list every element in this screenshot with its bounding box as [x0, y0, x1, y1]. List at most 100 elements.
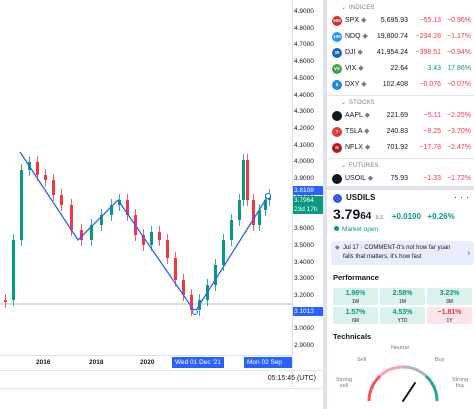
watchlist-row-usoil[interactable]: USOIL ◆ 75.93 −1.33 −1.72% [327, 171, 474, 187]
candle [52, 180, 55, 195]
quote: 3.7964 ILS +0.0100 +0.26% [327, 206, 474, 226]
candle [166, 240, 169, 258]
candle [150, 232, 153, 245]
gauge-svg [367, 365, 439, 402]
symbol-header: USDILS ··· [327, 190, 474, 206]
x-highlight-start: Wed 01 Dec '21 [172, 357, 224, 368]
y-axis-label: 4.6000 [294, 58, 314, 66]
symbol-logo-icon [332, 111, 342, 121]
symbol-label: DJI ◆ [345, 49, 363, 56]
indices-section-title[interactable]: ⌄ INDICES [341, 5, 375, 11]
candle [80, 230, 83, 240]
performance-cell-1m[interactable]: 2.58% 1M [380, 288, 425, 305]
symbol-label: DXY ◆ [345, 81, 367, 88]
watchlist-row-spx[interactable]: 500 SPX ◆ 5,695.93 −55.13 −0.96% [327, 13, 474, 29]
y-axis-label: 3.3000 [294, 275, 314, 283]
last-value: 75.93 [390, 175, 408, 182]
last-value: 41,954.24 [376, 49, 408, 56]
symbol-label: AAPL ◆ [345, 112, 370, 119]
candle [60, 195, 63, 205]
symbol-label: NFLX ◆ [345, 144, 371, 151]
last-value: 19,800.74 [376, 33, 408, 40]
performance-cell-6m[interactable]: 1.57% 6M [333, 307, 378, 324]
candle [238, 200, 241, 220]
news-headline[interactable]: ◆ Jul 17 · COMMENT-It's not how far yuan… [331, 241, 474, 265]
change-percent: −2.47% [447, 144, 471, 151]
candle [222, 240, 225, 265]
price-axis[interactable]: 4.9000 4.8000 4.7000 4.6000 4.5000 4.4000 4.30… [292, 0, 323, 387]
y-axis-label: 3.2000 [294, 291, 314, 299]
performance-value: 1.57% [345, 309, 366, 316]
candle [252, 200, 255, 225]
last-price: 3.7964 [333, 206, 372, 222]
performance-grid: 1.96% 1W 2.58% 1M 3.23% 3M 1.57% 6M 4.53% YTD −1.8… [327, 284, 474, 324]
last-value: 22.64 [390, 65, 408, 72]
performance-cell-1y[interactable]: −1.81% 1Y [427, 307, 472, 324]
performance-cell-ytd[interactable]: 4.53% YTD [380, 307, 425, 324]
change-value: −5.11 [423, 112, 441, 119]
candle [36, 162, 39, 175]
candle [258, 210, 261, 225]
x-label-2020: 2020 [140, 359, 155, 366]
x-highlight-end: Mon 02 Sep '24 [244, 357, 292, 377]
change-percent: −1.17% [447, 33, 471, 40]
market-status: Market open [327, 226, 474, 237]
y-axis-label: 4.4000 [294, 91, 314, 99]
price-tag: 3.8108 [293, 186, 323, 195]
price-chart[interactable]: 4.9000 4.8000 4.7000 4.6000 4.5000 4.4000 4.30… [0, 0, 323, 389]
y-axis-label: 3.6000 [294, 225, 314, 233]
change-value: −398.51 [415, 49, 442, 56]
change-value: −9.25 [423, 128, 441, 135]
time-bar: 05:15:45 (UTC) [0, 370, 322, 387]
price-tag: 23d 17h [293, 205, 323, 214]
watchlist-row-dji[interactable]: 30 DJI ◆ 41,954.24 −398.51 −0.94% [327, 45, 474, 61]
symbol-logo-icon: 100 [332, 32, 342, 42]
stocks-list: AAPL ◆ 221.69 −5.11 −2.25% T TSLA ◆ 240.83 −9.2… [327, 108, 474, 156]
candle [158, 232, 161, 240]
watchlist-row-aapl[interactable]: AAPL ◆ 221.69 −5.11 −2.25% [327, 108, 474, 124]
change-value: −55.13 [419, 17, 441, 24]
performance-cell-3m[interactable]: 3.23% 3M [427, 288, 472, 305]
performance-value: 3.23% [439, 290, 460, 297]
watchlist-row-nflx[interactable]: N NFLX ◆ 701.92 −17.78 −2.47% [327, 140, 474, 156]
stocks-section-title[interactable]: ⌄ STOCKS [341, 100, 375, 106]
candle [126, 200, 129, 215]
y-axis-label: 3.9000 [294, 175, 314, 182]
symbol-name[interactable]: USDILS [346, 193, 376, 202]
performance-cell-1w[interactable]: 1.96% 1W [333, 288, 378, 305]
y-axis-label: 4.3000 [294, 108, 314, 116]
y-axis-label: 4.9000 [294, 8, 314, 15]
symbol-logo-icon: T [332, 127, 342, 137]
candle [20, 170, 23, 240]
performance-period: 3M [446, 299, 453, 305]
price-tag: 3.1013 [293, 307, 323, 316]
watchlist-row-tsla[interactable]: T TSLA ◆ 240.83 −9.25 −3.70% [327, 124, 474, 140]
technicals-gauge[interactable]: Neutral Sell Buy Strong sell Strong buy [327, 343, 474, 403]
chevron-down-icon: ⌄ [341, 100, 347, 106]
technicals-title[interactable]: Technicals [333, 332, 372, 341]
y-axis-label: 4.5000 [294, 74, 314, 82]
utc-clock[interactable]: 05:15:45 (UTC) [267, 375, 316, 382]
watchlist-row-dxy[interactable]: $ DXY ◆ 102.408 −0.076 −0.07% [327, 77, 474, 93]
candle [90, 225, 93, 240]
watchlist-row-vix[interactable]: VX VIX ◆ 22.64 3.43 17.86% [327, 61, 474, 77]
futures-section-title[interactable]: ⌄ FUTURES [341, 163, 379, 169]
watchlist-row-ndq[interactable]: 100 NDQ ◆ 19,800.74 −234.28 −1.17% [327, 29, 474, 45]
indices-list: 500 SPX ◆ 5,695.93 −55.13 −0.96% 100 NDQ ◆ 19,8… [327, 13, 474, 93]
candle [182, 280, 185, 295]
chart-canvas[interactable] [0, 0, 292, 355]
gauge-sell-label: Sell [357, 357, 367, 363]
flag-icon [333, 194, 342, 203]
trendline-anchor [192, 309, 198, 315]
symbol-label: NDQ ◆ [345, 33, 368, 40]
change-percent: −1.72% [447, 175, 471, 182]
more-options-icon[interactable]: ··· [454, 192, 472, 202]
performance-period: YTD [397, 318, 408, 324]
performance-period: 1Y [446, 318, 453, 324]
time-axis[interactable]: 2016 2018 2020 Wed 01 Dec '21 Mon 02 Sep… [0, 355, 292, 377]
change-value: −1.33 [423, 175, 441, 182]
candle [264, 200, 267, 210]
y-axis-label: 4.8000 [294, 24, 314, 32]
futures-list: USOIL ◆ 75.93 −1.33 −1.72% [327, 171, 474, 187]
